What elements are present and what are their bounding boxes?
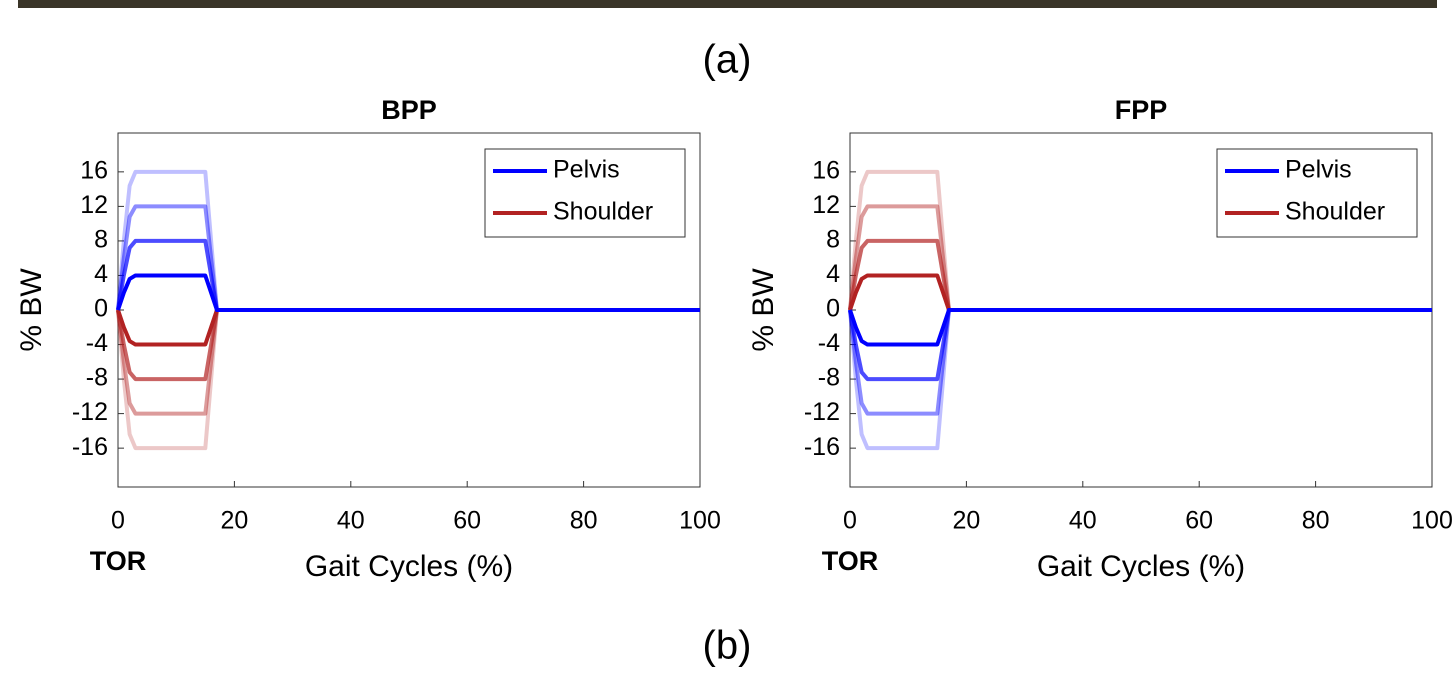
y-tick-label: 0 xyxy=(94,295,108,323)
y-tick-label: 12 xyxy=(80,191,108,219)
y-tick-label: -16 xyxy=(72,433,108,461)
x-tick-label: 40 xyxy=(337,507,365,535)
caption: (a) xyxy=(703,38,752,82)
x-tick-label: 100 xyxy=(679,507,721,535)
y-axis-label: % BW xyxy=(747,268,780,352)
y-tick-label: 8 xyxy=(94,226,108,254)
y-axis-label: % BW xyxy=(15,268,48,352)
x-tick-label: 20 xyxy=(220,507,248,535)
series-group xyxy=(116,169,700,451)
caption: (b) xyxy=(703,624,752,668)
x-axis-label: Gait Cycles (%) xyxy=(1037,550,1245,583)
y-tick-label: 8 xyxy=(826,226,840,254)
chart-title: BPP xyxy=(381,95,437,125)
y-tick-label: -16 xyxy=(804,433,840,461)
x-tick-label: 0 xyxy=(843,507,857,535)
y-tick-label: 4 xyxy=(826,260,840,288)
photo-strip xyxy=(18,0,1437,8)
x-tick-label: 20 xyxy=(952,507,980,535)
annotation: TOR xyxy=(822,546,879,576)
y-tick-label: 12 xyxy=(812,191,840,219)
legend-label: Shoulder xyxy=(553,198,653,226)
series-group xyxy=(848,169,1432,451)
y-tick-label: -12 xyxy=(804,398,840,426)
chart-title: FPP xyxy=(1115,95,1168,125)
annotation: TOR xyxy=(90,546,147,576)
y-tick-label: -12 xyxy=(72,398,108,426)
y-tick-label: -8 xyxy=(86,364,108,392)
x-tick-label: 40 xyxy=(1069,507,1097,535)
line xyxy=(116,273,700,312)
y-tick-label: 0 xyxy=(826,295,840,323)
y-tick-label: -4 xyxy=(818,329,840,357)
y-tick-label: 16 xyxy=(80,156,108,184)
legend-label: Pelvis xyxy=(553,156,620,184)
x-tick-label: 0 xyxy=(111,507,125,535)
y-tick-label: 16 xyxy=(812,156,840,184)
x-tick-label: 80 xyxy=(1302,507,1330,535)
legend-box xyxy=(1216,148,1418,238)
line xyxy=(848,308,1432,347)
x-tick-label: 60 xyxy=(1185,507,1213,535)
legend-label: Shoulder xyxy=(1285,198,1385,226)
x-axis-label: Gait Cycles (%) xyxy=(305,550,513,583)
x-tick-label: 80 xyxy=(570,507,598,535)
y-tick-label: 4 xyxy=(94,260,108,288)
legend-box xyxy=(484,148,686,238)
x-tick-label: 100 xyxy=(1411,507,1453,535)
y-tick-label: -8 xyxy=(818,364,840,392)
y-tick-label: -4 xyxy=(86,329,108,357)
x-tick-label: 60 xyxy=(453,507,481,535)
legend-label: Pelvis xyxy=(1285,156,1352,184)
